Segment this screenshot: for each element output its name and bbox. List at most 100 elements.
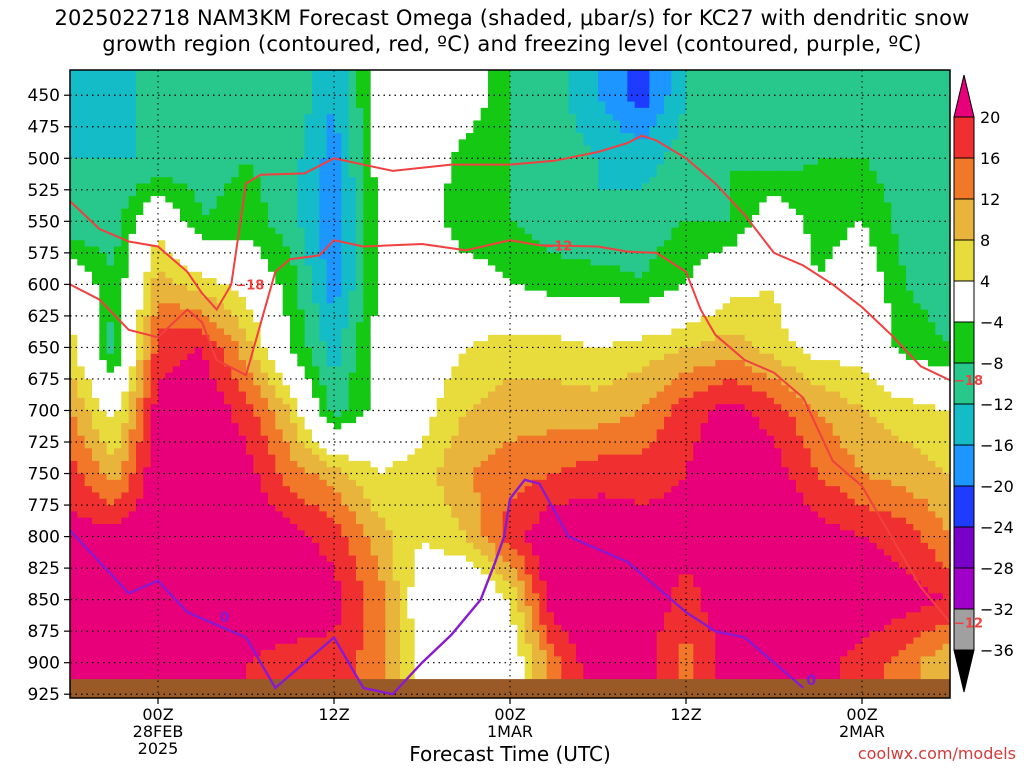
omega-cell: [400, 473, 408, 481]
omega-cell: [378, 196, 386, 204]
omega-cell: [282, 536, 291, 544]
omega-cell: [128, 549, 137, 557]
omega-cell: [341, 265, 350, 273]
omega-cell: [172, 202, 181, 210]
omega-cell: [429, 208, 438, 216]
omega-cell: [70, 347, 78, 355]
omega-cell: [392, 315, 401, 323]
omega-cell: [136, 271, 144, 279]
omega-cell: [400, 303, 408, 311]
omega-cell: [275, 278, 284, 285]
omega-cell: [429, 536, 438, 544]
omega-cell: [238, 662, 247, 670]
omega-cell: [224, 322, 232, 330]
omega-cell: [150, 372, 159, 380]
omega-cell: [114, 618, 122, 626]
omega-cell: [282, 498, 291, 506]
omega-cell: [304, 530, 313, 538]
omega-cell: [319, 189, 328, 197]
omega-cell: [70, 568, 78, 576]
omega-cell: [407, 561, 416, 569]
omega-cell: [282, 511, 291, 519]
omega-cell: [180, 517, 188, 525]
omega-cell: [92, 473, 100, 481]
omega-cell: [231, 505, 240, 512]
omega-cell: [429, 511, 438, 519]
omega-cell: [106, 259, 115, 267]
omega-cell: [194, 442, 203, 449]
omega-cell: [231, 593, 240, 601]
omega-cell: [407, 76, 416, 84]
omega-cell: [348, 423, 357, 430]
omega-cell: [363, 177, 372, 185]
omega-cell: [385, 574, 394, 582]
omega-cell: [99, 334, 108, 342]
omega-cell: [143, 486, 152, 494]
omega-cell: [106, 378, 115, 386]
omega-cell: [326, 410, 335, 418]
omega-cell: [312, 473, 320, 481]
omega-cell: [92, 435, 100, 443]
omega-cell: [378, 618, 386, 626]
omega-cell: [158, 643, 166, 651]
omega-cell: [429, 309, 438, 317]
omega-cell: [77, 145, 86, 153]
omega-cell: [246, 82, 254, 90]
omega-cell: [128, 517, 137, 525]
omega-cell: [121, 429, 130, 437]
omega-cell: [209, 328, 218, 336]
omega-cell: [209, 442, 218, 449]
omega-cell: [143, 530, 152, 538]
omega-cell: [275, 70, 284, 77]
omega-cell: [128, 215, 137, 222]
omega-cell: [99, 593, 108, 601]
omega-cell: [348, 662, 357, 670]
omega-cell: [165, 460, 174, 468]
omega-cell: [282, 322, 291, 330]
omega-cell: [194, 624, 203, 632]
omega-cell: [224, 353, 232, 361]
omega-cell: [114, 423, 122, 430]
omega-cell: [246, 536, 254, 544]
omega-cell: [202, 662, 210, 670]
omega-cell: [385, 378, 394, 386]
omega-cell: [312, 246, 320, 254]
omega-cell: [304, 208, 313, 216]
omega-cell: [268, 347, 276, 355]
omega-cell: [268, 505, 276, 512]
omega-cell: [106, 492, 115, 500]
omega-cell: [92, 580, 100, 588]
omega-cell: [385, 284, 394, 292]
omega-cell: [392, 366, 401, 374]
omega-cell: [253, 347, 262, 355]
omega-cell: [165, 385, 174, 393]
omega-cell: [194, 536, 203, 544]
omega-cell: [84, 612, 93, 620]
omega-cell: [275, 334, 284, 342]
omega-cell: [114, 523, 122, 531]
omega-cell: [312, 189, 320, 197]
omega-cell: [348, 561, 357, 569]
omega-cell: [172, 227, 181, 235]
omega-cell: [84, 120, 93, 128]
omega-cell: [92, 170, 100, 178]
omega-cell: [363, 95, 372, 103]
omega-cell: [172, 271, 181, 279]
omega-cell: [143, 233, 152, 241]
omega-cell: [326, 227, 335, 235]
omega-cell: [143, 296, 152, 304]
omega-cell: [136, 164, 144, 172]
omega-cell: [304, 637, 313, 645]
omega-cell: [246, 233, 254, 241]
omega-cell: [378, 549, 386, 557]
omega-cell: [150, 404, 159, 412]
omega-cell: [246, 511, 254, 519]
omega-cell: [312, 95, 320, 103]
omega-cell: [238, 637, 247, 645]
omega-cell: [209, 486, 218, 494]
omega-cell: [407, 523, 416, 531]
omega-cell: [209, 435, 218, 443]
omega-cell: [348, 454, 357, 462]
omega-cell: [260, 120, 269, 128]
omega-cell: [70, 221, 78, 229]
